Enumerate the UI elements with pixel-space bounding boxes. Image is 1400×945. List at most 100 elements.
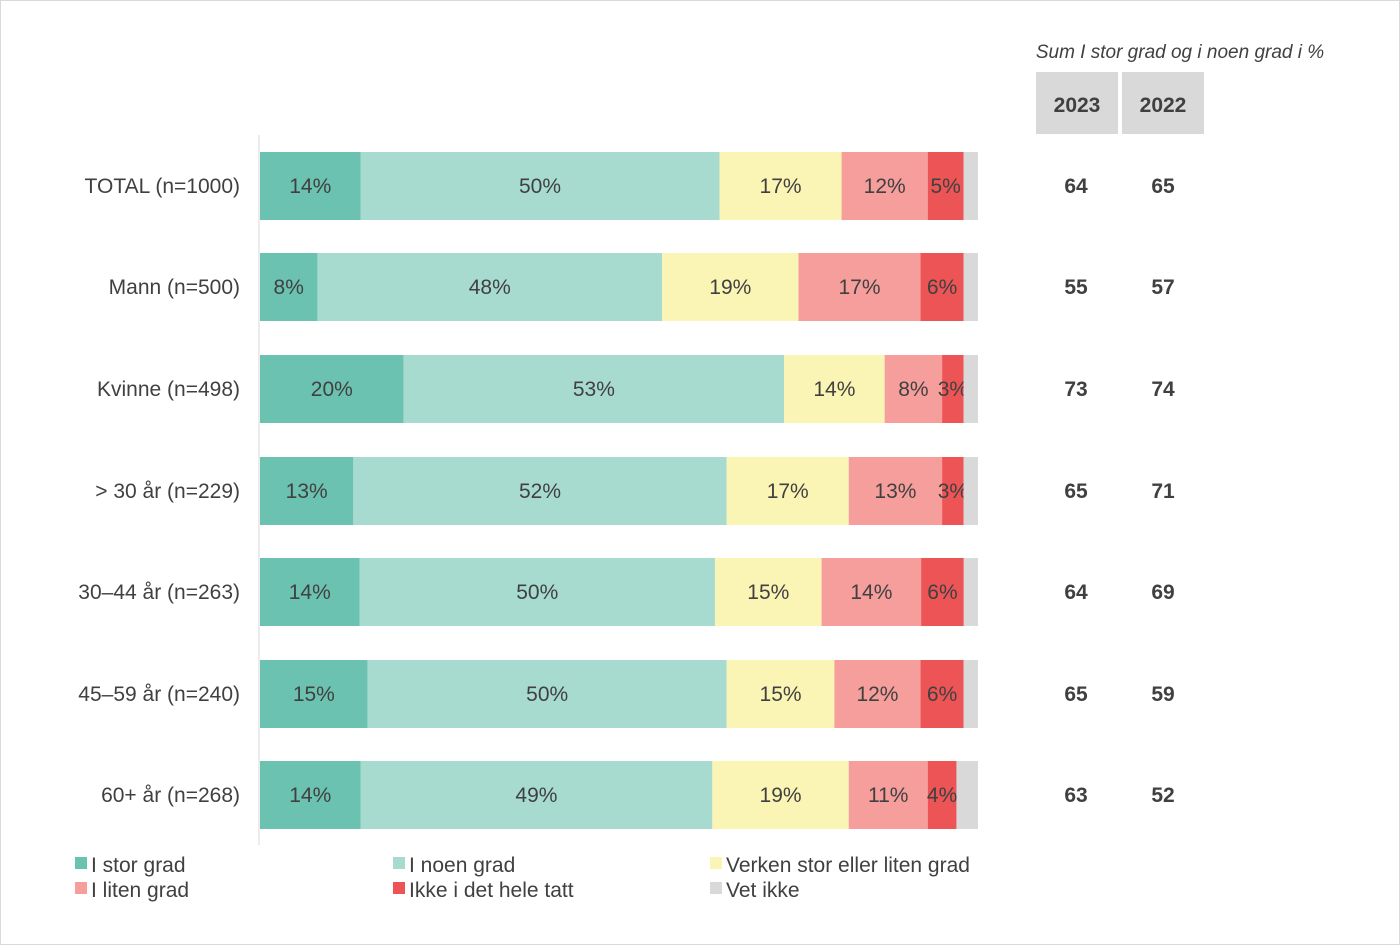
data-label: 50% <box>519 175 561 198</box>
sum-2023-value: 64 <box>1064 581 1088 604</box>
data-label: 5% <box>931 175 961 198</box>
bar-segment-i-stor-grad <box>260 152 361 220</box>
data-label: 3% <box>938 378 968 401</box>
year-header-box-2023 <box>1036 72 1118 134</box>
data-label: 12% <box>864 175 906 198</box>
category-label: 45–59 år (n=240) <box>78 683 240 706</box>
bar-segment-i-liten-grad <box>884 355 943 423</box>
data-label: 20% <box>311 378 353 401</box>
data-label: 19% <box>760 784 802 807</box>
bar-segment-i-liten-grad <box>821 558 922 626</box>
bar-segment-vet-ikke <box>963 253 978 321</box>
legend-swatch <box>75 857 87 869</box>
sum-2022-value: 71 <box>1151 480 1175 503</box>
sum-2022-value: 57 <box>1151 276 1174 299</box>
year-header-2023: 2023 <box>1054 94 1101 117</box>
category-label: 30–44 år (n=263) <box>78 581 240 604</box>
bar-segment-vet-ikke <box>963 457 978 525</box>
sum-2022-value: 65 <box>1151 175 1175 198</box>
data-label: 14% <box>289 784 331 807</box>
bar-segment-vet-ikke <box>963 660 978 728</box>
bar-segment-vet-ikke <box>963 558 978 626</box>
bar-segment-i-stor-grad <box>260 558 360 626</box>
sum-2023-value: 65 <box>1064 683 1088 706</box>
legend-label: I liten grad <box>91 879 189 902</box>
data-label: 11% <box>868 784 908 807</box>
legend-swatch <box>393 857 405 869</box>
sum-2023-value: 73 <box>1064 378 1087 401</box>
bar-segment-verken-stor-eller-liten-grad <box>719 152 842 220</box>
bar-segment-i-stor-grad <box>260 660 368 728</box>
bar-segment-i-noen-grad <box>360 761 713 829</box>
category-label: Kvinne (n=498) <box>97 378 240 401</box>
data-label: 50% <box>526 683 568 706</box>
data-label: 8% <box>274 276 304 299</box>
legend-swatch <box>75 882 87 894</box>
bar-segment-verken-stor-eller-liten-grad <box>784 355 885 423</box>
bar-segment-vet-ikke <box>956 761 978 829</box>
data-label: 15% <box>747 581 789 604</box>
data-label: 14% <box>289 175 331 198</box>
sum-2023-value: 55 <box>1064 276 1088 299</box>
bar-segment-vet-ikke <box>963 355 978 423</box>
data-label: 15% <box>760 683 802 706</box>
bar-segment-ikke-i-det-hele-tatt <box>942 457 964 525</box>
legend-label: Verken stor eller liten grad <box>726 854 970 877</box>
data-label: 17% <box>839 276 881 299</box>
data-label: 6% <box>927 581 957 604</box>
data-label: 13% <box>286 480 328 503</box>
sum-2023-value: 64 <box>1064 175 1088 198</box>
legend-label: I noen grad <box>409 854 515 877</box>
data-label: 14% <box>850 581 892 604</box>
sum-2022-value: 52 <box>1151 784 1174 807</box>
bar-segment-i-stor-grad <box>260 457 354 525</box>
data-label: 3% <box>938 480 968 503</box>
bar-segment-i-stor-grad <box>260 253 318 321</box>
data-label: 50% <box>516 581 558 604</box>
data-label: 52% <box>519 480 561 503</box>
legend-label: I stor grad <box>91 854 186 877</box>
data-label: 14% <box>813 378 855 401</box>
data-label: 14% <box>289 581 331 604</box>
category-label: TOTAL (n=1000) <box>85 175 240 198</box>
data-label: 6% <box>927 276 957 299</box>
bar-segment-i-liten-grad <box>848 457 943 525</box>
legend-label: Ikke i det hele tatt <box>409 879 574 902</box>
year-header-box-2022 <box>1122 72 1204 134</box>
bar-segment-ikke-i-det-hele-tatt <box>927 152 964 220</box>
bar-segment-verken-stor-eller-liten-grad <box>726 457 849 525</box>
category-label: 60+ år (n=268) <box>101 784 240 807</box>
data-label: 15% <box>293 683 335 706</box>
data-label: 49% <box>515 784 557 807</box>
bar-segment-verken-stor-eller-liten-grad <box>726 660 835 728</box>
data-label: 17% <box>767 480 809 503</box>
year-header-2022: 2022 <box>1140 94 1187 117</box>
data-label: 48% <box>469 276 511 299</box>
bar-segment-i-liten-grad <box>848 761 928 829</box>
legend-swatch <box>393 882 405 894</box>
category-label: > 30 år (n=229) <box>95 480 240 503</box>
bar-segment-i-noen-grad <box>317 253 663 321</box>
data-label: 13% <box>874 480 916 503</box>
sum-2022-value: 74 <box>1151 378 1175 401</box>
bar-segment-i-noen-grad <box>359 558 715 626</box>
bar-segment-ikke-i-det-hele-tatt <box>920 660 964 728</box>
bar-segment-ikke-i-det-hele-tatt <box>920 253 964 321</box>
bar-segment-i-stor-grad <box>260 355 404 423</box>
data-label: 17% <box>760 175 802 198</box>
bar-segment-i-stor-grad <box>260 761 361 829</box>
data-label: 19% <box>709 276 751 299</box>
bar-segment-verken-stor-eller-liten-grad <box>662 253 799 321</box>
data-label: 6% <box>927 683 957 706</box>
sum-2022-value: 69 <box>1151 581 1174 604</box>
data-label: 4% <box>927 784 957 807</box>
legend-swatch <box>710 857 722 869</box>
bar-segment-ikke-i-det-hele-tatt <box>927 761 957 829</box>
legend-swatch <box>710 882 722 894</box>
data-label: 53% <box>573 378 615 401</box>
bar-segment-i-noen-grad <box>403 355 785 423</box>
data-label: 8% <box>898 378 928 401</box>
legend-label: Vet ikke <box>726 879 800 902</box>
sum-2023-value: 63 <box>1064 784 1087 807</box>
